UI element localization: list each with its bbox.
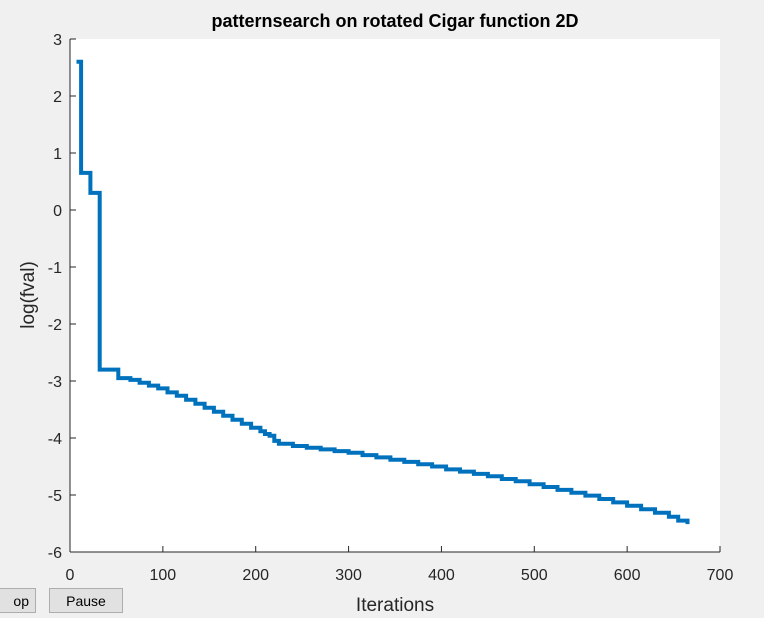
x-tick-label: 100	[150, 567, 177, 584]
stop-button[interactable]: op	[0, 588, 36, 613]
y-tick-label: -6	[48, 545, 62, 562]
x-tick-label: 500	[521, 567, 548, 584]
x-axis-label: Iterations	[356, 595, 434, 616]
y-tick-label: -1	[48, 260, 62, 277]
x-tick-label: 400	[428, 567, 455, 584]
x-tick-label: 700	[707, 567, 734, 584]
y-tick-label: -4	[48, 431, 62, 448]
chart-title: patternsearch on rotated Cigar function …	[211, 11, 578, 31]
y-axis-label: log(fval)	[18, 261, 39, 329]
axis-ticks: 0 100 200 300 400 500 600 700 3 2 1 0 -1 -2 -3 -4 -5 -6	[48, 32, 734, 584]
series-line	[76, 59, 690, 525]
y-tick-label: 2	[53, 89, 62, 106]
y-tick-label: -5	[48, 488, 62, 505]
y-tick-label: 1	[53, 146, 62, 163]
y-tick-label: -3	[48, 374, 62, 391]
x-tick-label: 200	[242, 567, 269, 584]
x-tick-label: 0	[66, 567, 75, 584]
y-tick-label: 3	[53, 32, 62, 49]
pause-button[interactable]: Pause	[49, 588, 123, 613]
y-tick-label: 0	[53, 203, 62, 220]
plot-area	[70, 39, 720, 552]
y-tick-label: -2	[48, 317, 62, 334]
x-tick-label: 600	[614, 567, 641, 584]
x-tick-label: 300	[335, 567, 362, 584]
